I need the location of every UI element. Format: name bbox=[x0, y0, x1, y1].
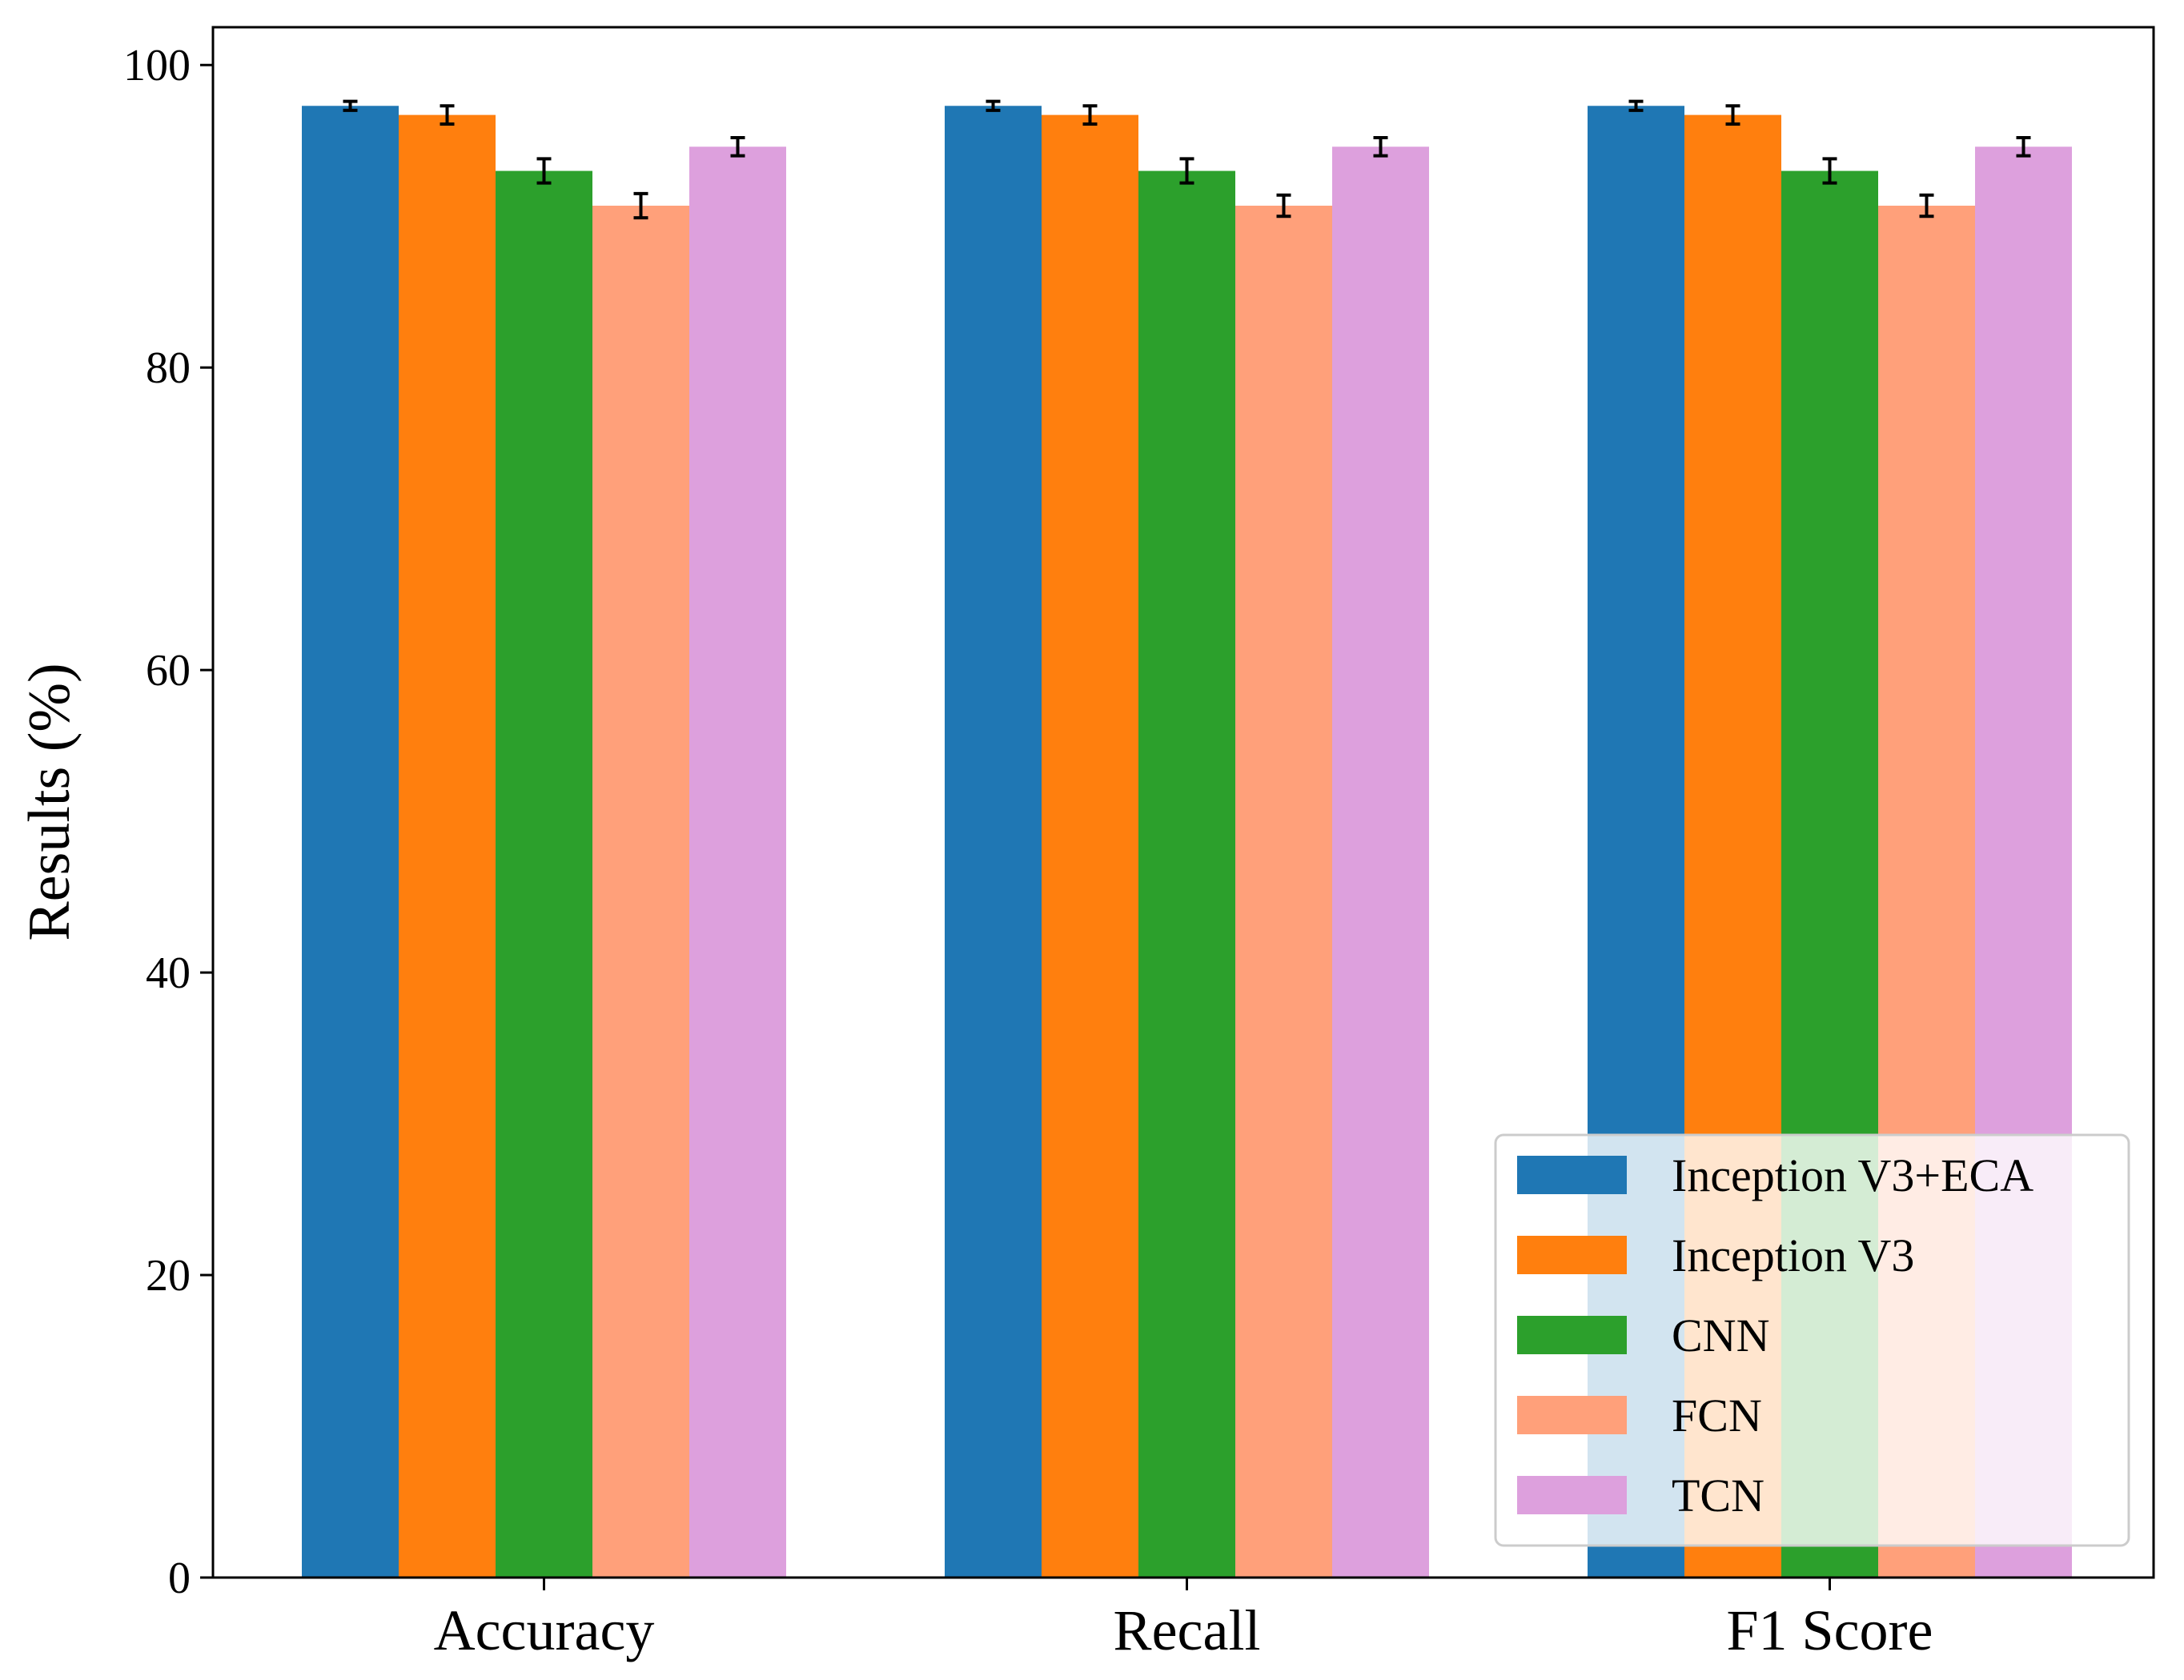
legend-swatch-fcn bbox=[1517, 1396, 1627, 1434]
legend-item-inception-v3-eca: Inception V3+ECA bbox=[1517, 1149, 2033, 1201]
legend-box bbox=[1494, 1133, 2130, 1547]
bar-tcn-recall bbox=[1332, 146, 1429, 1578]
error-bar-cnn-accuracy bbox=[536, 157, 552, 185]
error-bar-tcn-f1-score bbox=[2016, 135, 2031, 158]
legend-swatch-inception-v3 bbox=[1517, 1236, 1627, 1274]
bar-inception-v3-eca-recall bbox=[945, 106, 1042, 1578]
y-tick-label-60: 60 bbox=[146, 646, 191, 696]
legend: Inception V3+ECA Inception V3 CNN FCN TCN bbox=[1494, 1133, 2130, 1547]
legend-item-tcn: TCN bbox=[1517, 1469, 1764, 1522]
bar-tcn-accuracy bbox=[689, 146, 786, 1578]
x-tick-label-f1-score: F1 Score bbox=[1727, 1598, 1933, 1662]
error-bar-inception-v3-eca-accuracy bbox=[343, 99, 358, 112]
legend-label-inception-v3-eca: Inception V3+ECA bbox=[1672, 1149, 2033, 1201]
legend-swatch-inception-v3-eca bbox=[1517, 1156, 1627, 1194]
bar-cnn-recall bbox=[1138, 170, 1235, 1578]
bar-fcn-recall bbox=[1235, 205, 1332, 1578]
bar-cnn-accuracy bbox=[496, 170, 592, 1578]
error-bar-fcn-accuracy bbox=[633, 191, 648, 220]
y-tick-label-80: 80 bbox=[146, 343, 191, 393]
y-tick-label-40: 40 bbox=[146, 948, 191, 998]
y-tick-label-100: 100 bbox=[123, 41, 191, 90]
legend-swatch-cnn bbox=[1517, 1316, 1627, 1354]
error-bar-inception-v3-eca-f1-score bbox=[1628, 99, 1644, 112]
error-bar-fcn-f1-score bbox=[1919, 193, 1934, 219]
bar-inception-v3-recall bbox=[1042, 114, 1138, 1578]
legend-label-tcn: TCN bbox=[1672, 1469, 1764, 1522]
x-axis: Accuracy Recall F1 Score bbox=[434, 1578, 1933, 1662]
y-axis: 0 20 40 60 80 100 bbox=[123, 41, 213, 1603]
x-tick-label-accuracy: Accuracy bbox=[434, 1598, 655, 1662]
bar-inception-v3-eca-accuracy bbox=[302, 106, 399, 1578]
error-bar-cnn-recall bbox=[1179, 157, 1194, 185]
error-bar-cnn-f1-score bbox=[1822, 157, 1837, 185]
legend-label-cnn: CNN bbox=[1672, 1309, 1769, 1361]
legend-item-cnn: CNN bbox=[1517, 1309, 1769, 1361]
error-bar-inception-v3-eca-recall bbox=[986, 99, 1001, 112]
legend-label-inception-v3: Inception V3 bbox=[1672, 1229, 1914, 1281]
legend-swatch-tcn bbox=[1517, 1476, 1627, 1514]
error-bar-tcn-accuracy bbox=[730, 135, 745, 158]
bar-inception-v3-accuracy bbox=[399, 114, 496, 1578]
error-bar-tcn-recall bbox=[1373, 135, 1388, 158]
error-bar-inception-v3-recall bbox=[1082, 104, 1098, 126]
plot-frame bbox=[211, 26, 2155, 1579]
x-tick-label-recall: Recall bbox=[1114, 1598, 1261, 1662]
y-axis-title: Results (%) bbox=[17, 663, 82, 940]
legend-label-fcn: FCN bbox=[1672, 1389, 1762, 1441]
error-bar-inception-v3-accuracy bbox=[440, 104, 455, 126]
y-tick-label-0: 0 bbox=[168, 1554, 191, 1603]
legend-item-inception-v3: Inception V3 bbox=[1517, 1229, 1914, 1281]
y-tick-label-20: 20 bbox=[146, 1251, 191, 1301]
error-bar-fcn-recall bbox=[1276, 193, 1291, 219]
error-bar-inception-v3-f1-score bbox=[1725, 104, 1740, 126]
legend-item-fcn: FCN bbox=[1517, 1389, 1762, 1441]
bar-fcn-accuracy bbox=[592, 205, 689, 1578]
errorbar-layer bbox=[343, 99, 2031, 220]
